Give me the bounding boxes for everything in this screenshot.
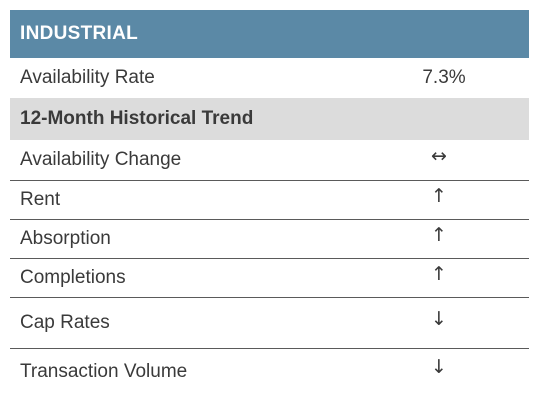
up-arrow-icon: ↑: [431, 262, 447, 285]
trend-row-label: Cap Rates: [20, 312, 110, 333]
trend-row-transaction-volume: Transaction Volume ↓: [10, 349, 529, 394]
availability-rate-label: Availability Rate: [20, 67, 155, 88]
trend-row-label: Transaction Volume: [20, 360, 188, 382]
availability-rate-value: 7.3%: [422, 67, 466, 88]
down-arrow-icon: ↓: [431, 307, 447, 330]
trend-row-label: Availability Change: [20, 149, 182, 170]
industrial-summary-table: INDUSTRIAL Availability Rate 7.3% 12-Mon…: [10, 10, 529, 394]
trend-row-rent: Rent ↑: [10, 181, 529, 220]
trend-section-title: 12-Month Historical Trend: [10, 98, 529, 140]
trend-row-cap-rates: Cap Rates ↓: [10, 298, 529, 349]
trend-row-absorption: Absorption ↑: [10, 220, 529, 259]
down-arrow-icon: ↓: [431, 356, 447, 378]
left-right-arrow-icon: ↔: [431, 144, 447, 167]
trend-row-label: Completions: [20, 267, 126, 288]
table-header-title: INDUSTRIAL: [10, 10, 529, 58]
trend-row-availability-change: Availability Change ↔: [10, 140, 529, 181]
up-arrow-icon: ↑: [431, 184, 447, 207]
trend-row-label: Absorption: [20, 228, 111, 249]
trend-row-completions: Completions ↑: [10, 259, 529, 298]
trend-row-label: Rent: [20, 189, 61, 210]
availability-rate-row: Availability Rate 7.3%: [10, 58, 529, 98]
up-arrow-icon: ↑: [431, 223, 447, 246]
